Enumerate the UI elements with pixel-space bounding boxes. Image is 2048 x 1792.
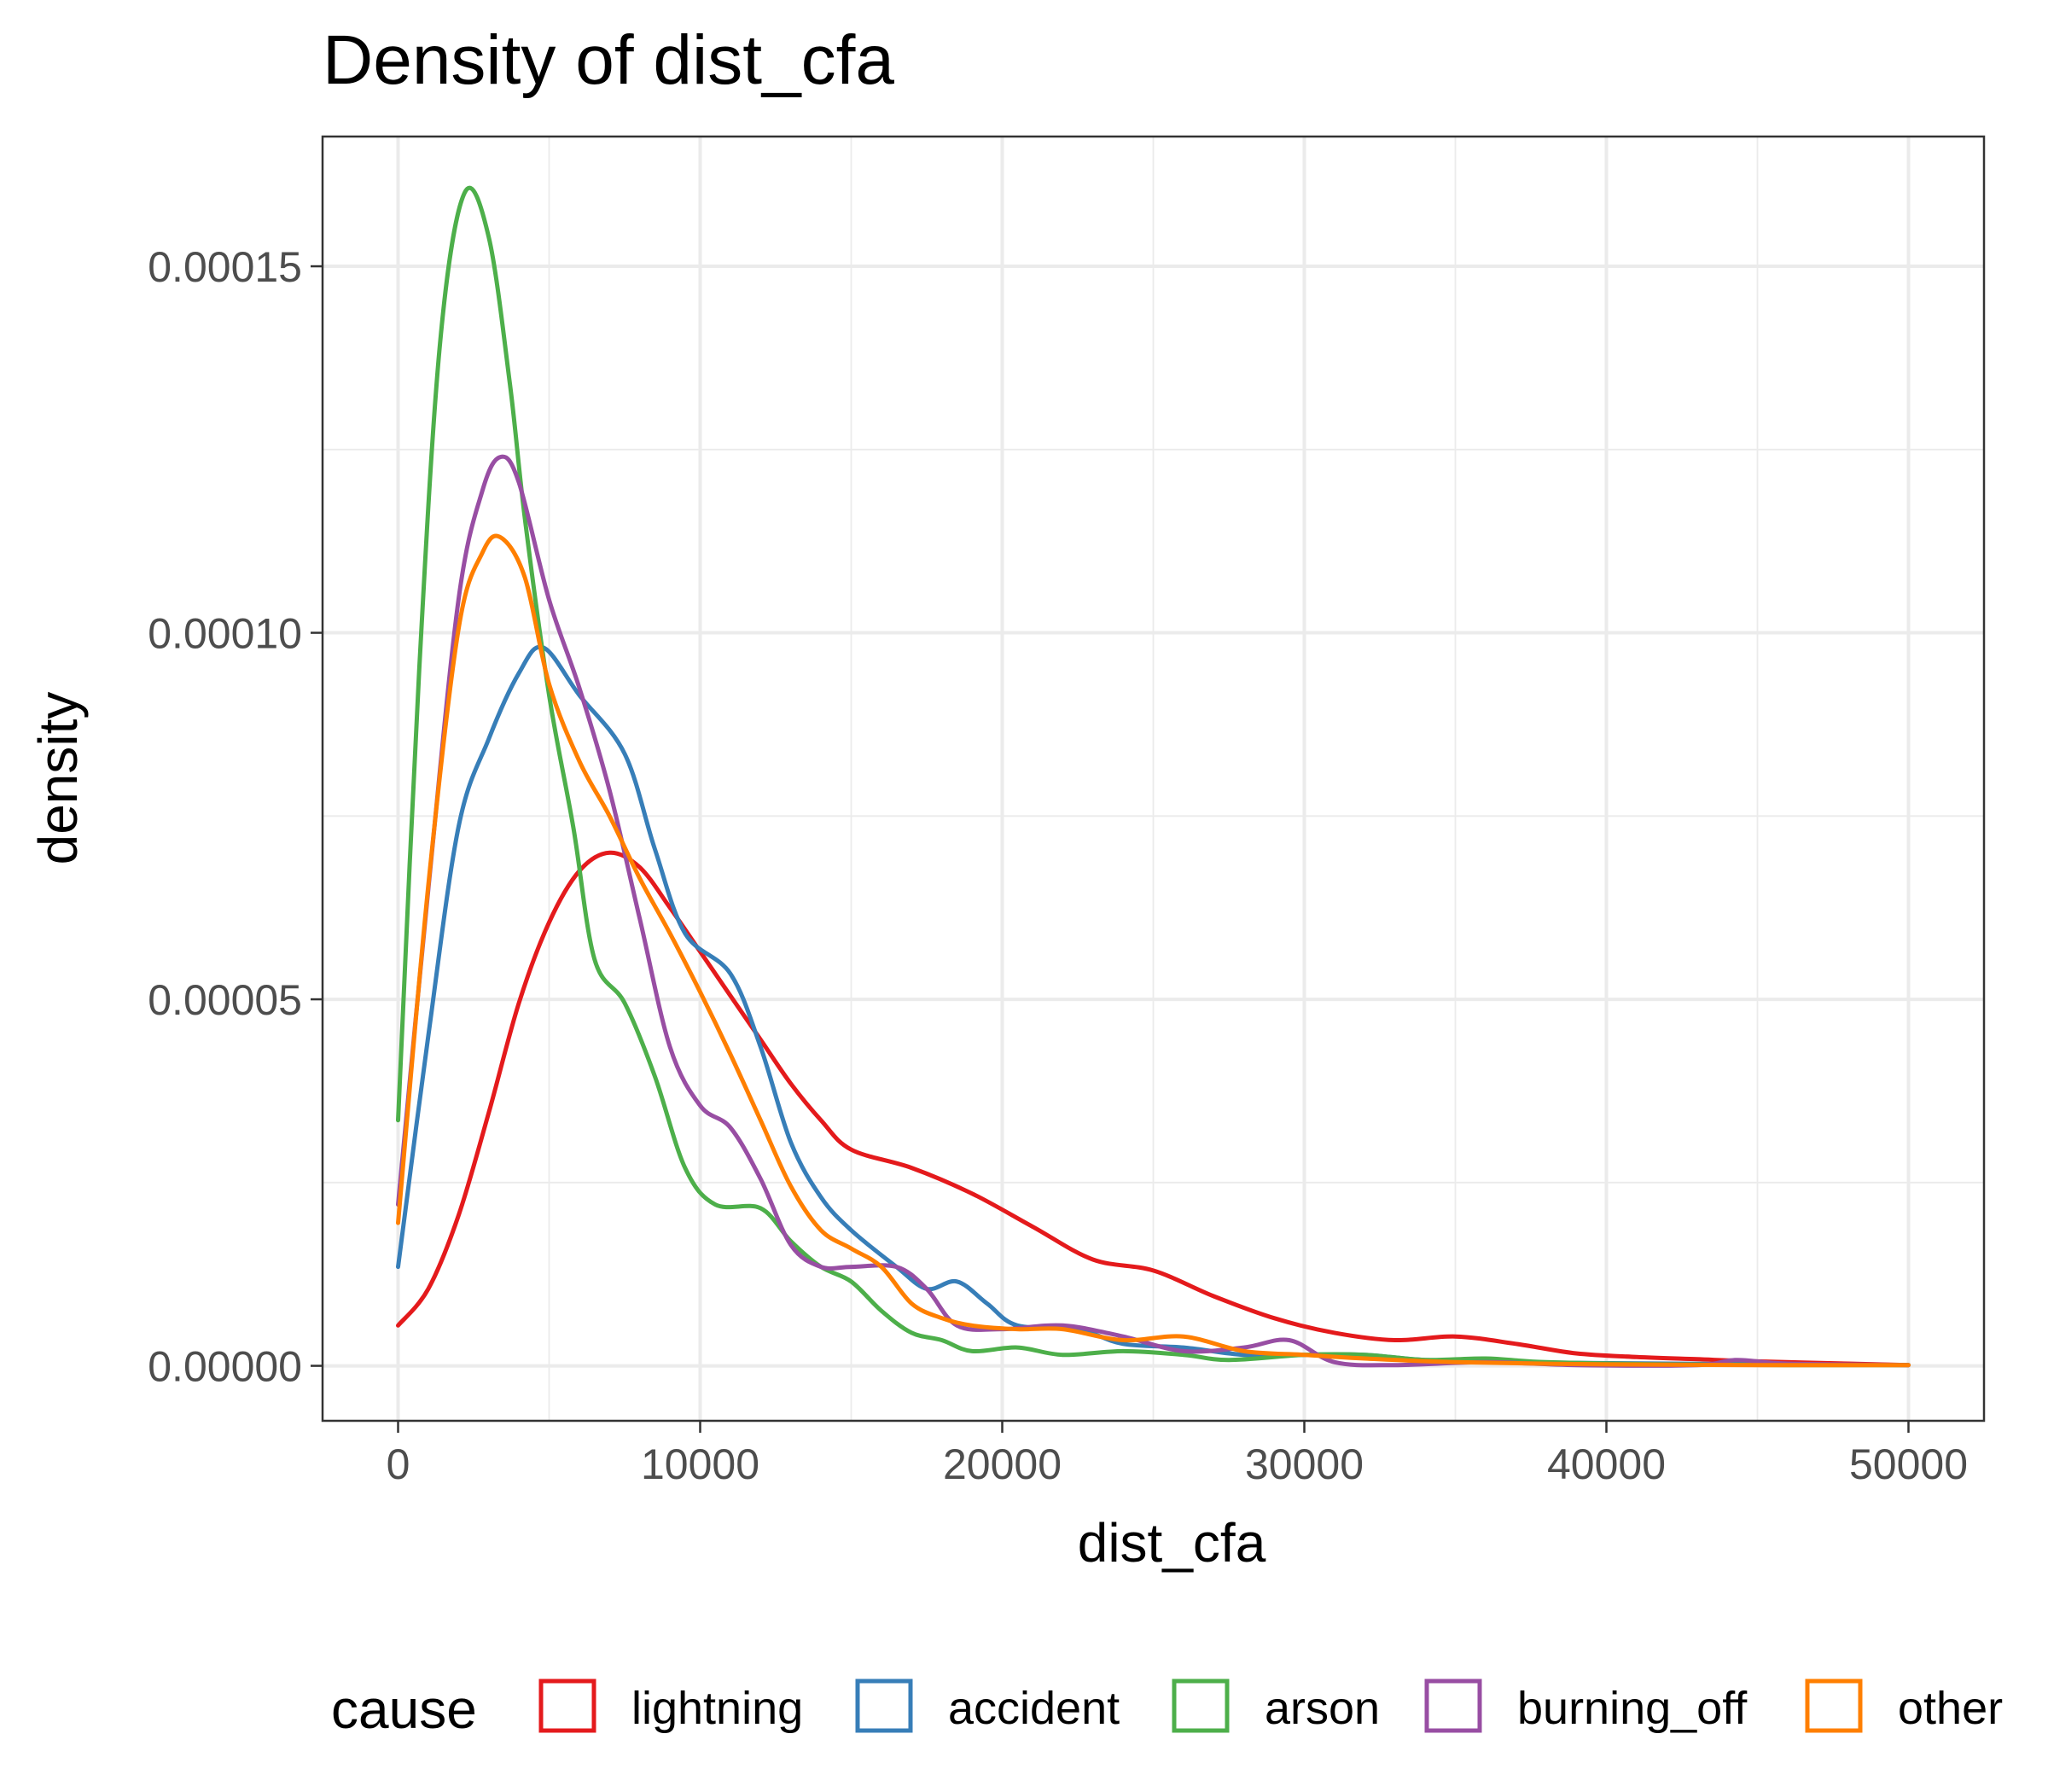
legend-label: lightning	[631, 1683, 803, 1734]
legend-label: arson	[1265, 1683, 1380, 1734]
legend-title: cause	[331, 1679, 477, 1740]
legend-item-burning-off: burning_off	[1424, 1679, 1748, 1734]
chart-title: Density of dist_cfa	[323, 21, 894, 99]
series-layer	[396, 185, 1911, 1368]
legend-label: burning_off	[1517, 1683, 1748, 1734]
x-tick-label: 0	[387, 1440, 410, 1488]
x-tick-label: 20000	[943, 1440, 1062, 1488]
y-axis-title: density	[27, 692, 89, 865]
legend-item-other: other	[1805, 1679, 2003, 1734]
legend-key	[1172, 1679, 1230, 1733]
y-tick-label: 0.00005	[148, 976, 302, 1024]
legend-label: other	[1898, 1683, 2003, 1734]
series-line-other	[396, 533, 1911, 1368]
legend-key	[538, 1679, 596, 1733]
panel-border	[321, 135, 1986, 1423]
y-tick-label: 0.00015	[148, 243, 302, 291]
legend-label: accident	[948, 1683, 1120, 1734]
y-tick-label: 0.00000	[148, 1343, 302, 1391]
x-tick-label: 50000	[1849, 1440, 1968, 1488]
x-axis-title: dist_cfa	[1078, 1512, 1266, 1574]
legend-item-arson: arson	[1172, 1679, 1380, 1734]
x-tick-label: 10000	[641, 1440, 759, 1488]
grid-layer	[323, 137, 1984, 1421]
series-line-lightning	[396, 850, 1911, 1368]
legend-key	[855, 1679, 913, 1733]
y-tick-label: 0.00010	[148, 610, 302, 658]
x-tick-label: 30000	[1245, 1440, 1364, 1488]
x-tick-label: 40000	[1547, 1440, 1666, 1488]
legend-item-lightning: lightning	[538, 1679, 803, 1734]
legend-key	[1424, 1679, 1482, 1733]
legend-key	[1805, 1679, 1863, 1733]
series-line-arson	[396, 185, 1911, 1368]
legend-item-accident: accident	[855, 1679, 1120, 1734]
axis-layer: 0.00000 0.00005 0.00010 0.00015 0 10000 20000 3…	[148, 243, 1968, 1488]
legend: cause lightning accident arson burning_off ot…	[331, 1679, 2003, 1740]
